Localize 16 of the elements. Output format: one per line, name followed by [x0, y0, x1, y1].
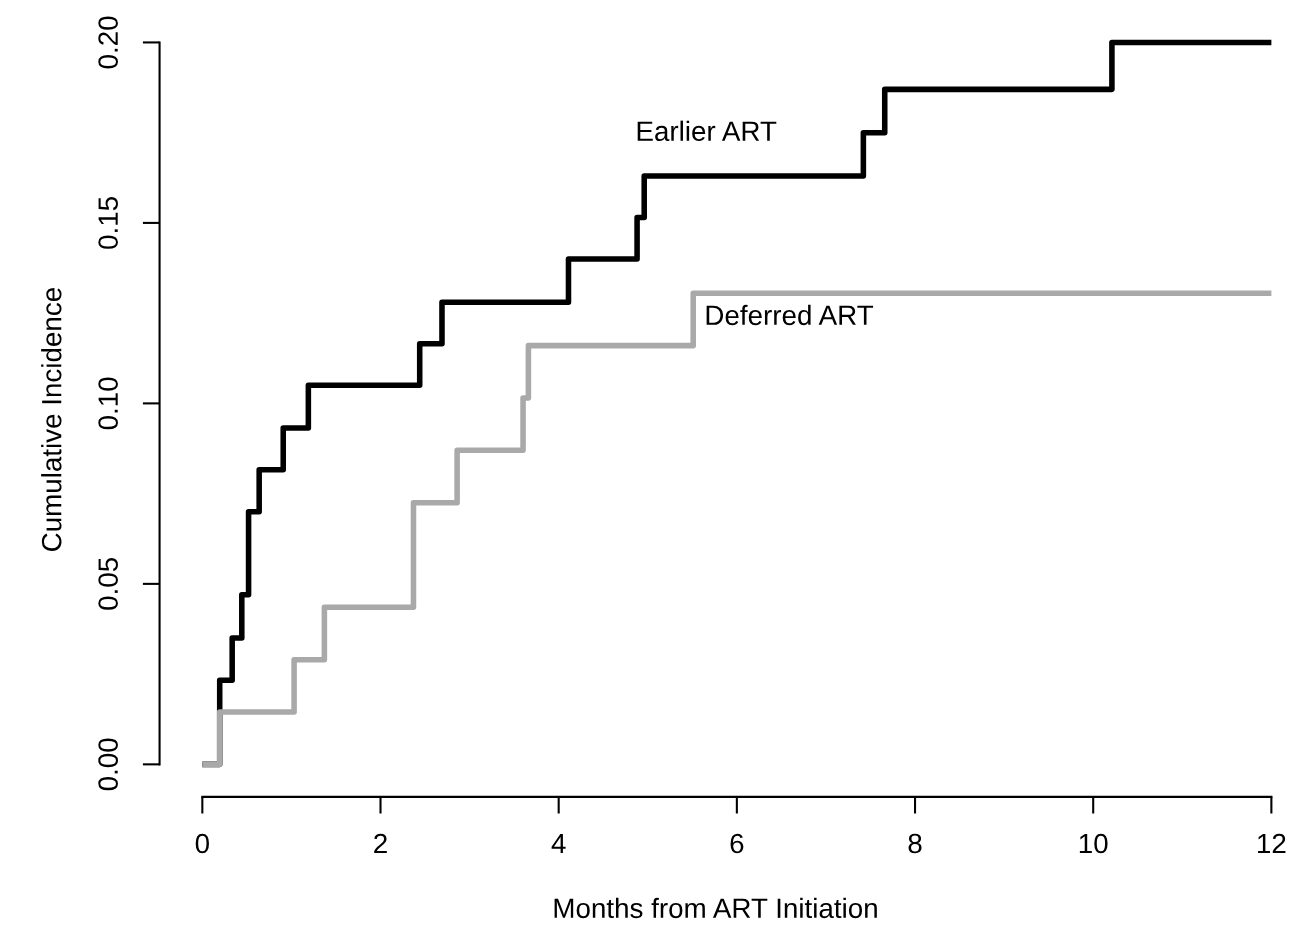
x-tick-label: 12	[1258, 833, 1286, 854]
x-tick-label: 2	[374, 833, 387, 854]
annotation: Earlier ART	[637, 120, 777, 142]
y-tick-label: 0.15	[98, 197, 118, 249]
annotation: Deferred ART	[706, 304, 874, 326]
x-tick-label: 0	[195, 833, 209, 854]
y-axis-title: Cumulative Incidence	[41, 288, 62, 551]
x-tick-label: 10	[1079, 833, 1108, 854]
y-tick-label: 0.00	[98, 738, 118, 791]
y-tick-label: 0.10	[98, 377, 118, 430]
y-tick-label: 0.05	[98, 558, 118, 610]
y-tick-label: 0.20	[98, 16, 118, 69]
x-tick-label: 6	[730, 833, 744, 854]
x-tick-label: 8	[908, 833, 922, 854]
x-tick-label: 4	[551, 833, 566, 854]
x-axis-title: Months from ART Initiation	[554, 897, 877, 919]
